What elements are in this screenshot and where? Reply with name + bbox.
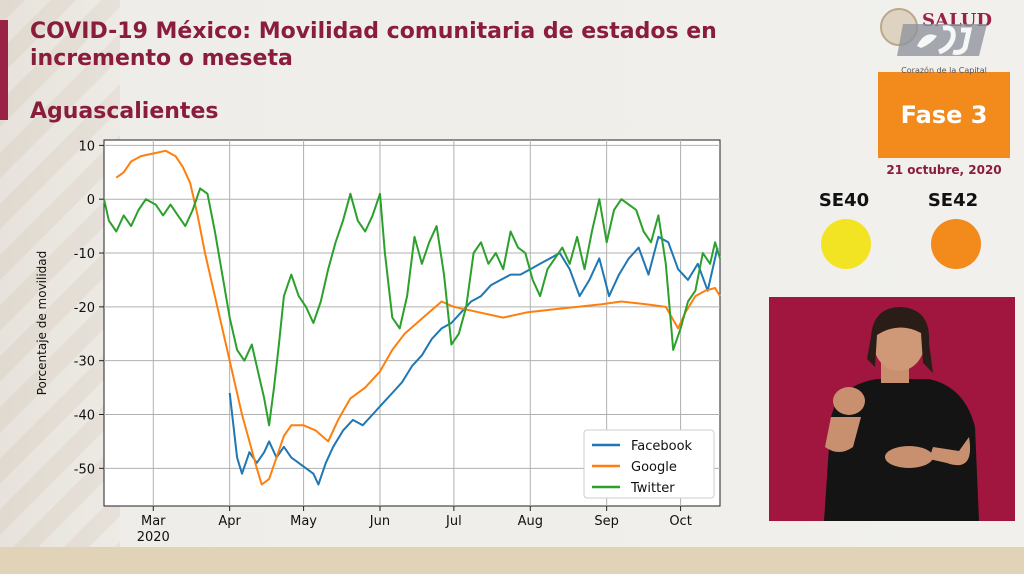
title-accent-bar: [0, 20, 8, 120]
x-tick-label: Oct: [669, 514, 691, 529]
legend-label-facebook: Facebook: [631, 439, 693, 454]
y-axis-label: Porcentaje de movilidad: [35, 251, 49, 396]
phase-label: Fase 3: [900, 101, 988, 129]
series-line-twitter: [103, 187, 721, 427]
slide-title: COVID-19 México: Movilidad comunitaria d…: [30, 19, 717, 71]
x-tick-label: Jun: [369, 514, 390, 529]
legend-box: [583, 429, 715, 499]
footer-bar: [0, 547, 1024, 574]
interpreter-figure: [824, 307, 979, 521]
x-tick-label: Sep: [594, 514, 619, 529]
x-tick-label: May: [290, 514, 317, 529]
y-tick-label: -10: [74, 247, 95, 262]
week-42-indicator: [931, 219, 981, 269]
phase-badge: Fase 3: [878, 72, 1010, 158]
report-date: 21 octubre, 2020: [886, 163, 1002, 177]
sign-language-interpreter-video: [769, 297, 1015, 521]
chart-legend: Facebook Google Twitter: [583, 429, 715, 499]
y-tick-label: -50: [74, 462, 95, 477]
grid-lines: [104, 140, 720, 506]
y-tick-label: -40: [74, 409, 95, 424]
x-tick-label: Jul: [445, 514, 462, 529]
x-tick-label: Aug: [518, 514, 543, 529]
background-pattern: [0, 0, 120, 574]
y-tick-label: 0: [87, 193, 95, 208]
series-line-facebook: [228, 235, 719, 486]
state-name: Aguascalientes: [30, 99, 219, 124]
y-tick-label: -30: [74, 355, 95, 370]
week-42-label: SE42: [927, 190, 979, 211]
x-tick-label: Mar: [141, 514, 166, 529]
x-tick-year-label: 2020: [137, 530, 170, 545]
watermark-caption: Corazón de la Capital: [901, 66, 987, 75]
legend-label-twitter: Twitter: [630, 481, 675, 496]
week-40-label: SE40: [818, 190, 870, 211]
series-line-google: [115, 149, 721, 486]
y-tick-label: 10: [78, 139, 95, 154]
x-tick-label: Apr: [218, 514, 241, 529]
y-tick-label: -20: [74, 301, 95, 316]
series-lines: [103, 149, 721, 486]
week-40-indicator: [821, 219, 871, 269]
legend-label-google: Google: [631, 460, 677, 475]
broadcast-watermark-icon: [897, 24, 987, 56]
